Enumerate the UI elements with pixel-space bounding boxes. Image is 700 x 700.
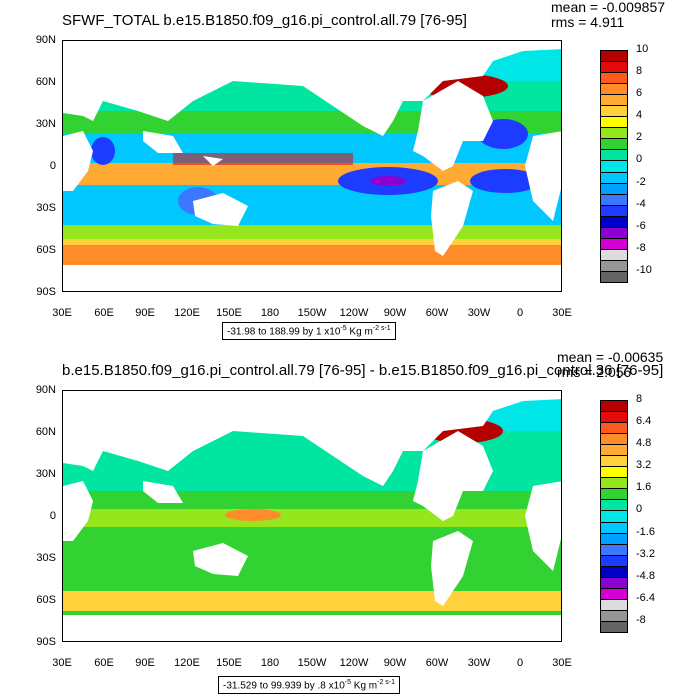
colorbar-label: -4.8 xyxy=(636,569,655,582)
colorbar-label: 1.6 xyxy=(636,481,652,494)
lon-label: 0 xyxy=(516,307,524,319)
panel-bottom: b.e15.B1850.f09_g16.pi_control.all.79 [7… xyxy=(0,350,700,700)
range-exp: -5 xyxy=(340,325,347,332)
lat-label: 0 xyxy=(49,160,56,172)
colorbar-label: -3.2 xyxy=(636,547,655,560)
mean-value: mean = -0.009857 xyxy=(551,0,666,15)
lat-label: 90S xyxy=(36,286,56,298)
lon-label: 150W xyxy=(297,307,327,319)
map-plot xyxy=(62,390,562,642)
colorbar-label: 6.4 xyxy=(636,415,652,428)
map-title: b.e15.B1850.f09_g16.pi_control.all.79 [7… xyxy=(62,362,664,379)
range-exp: -5 xyxy=(344,679,351,686)
colorbar-label: 8 xyxy=(636,393,643,405)
range-text: -31.98 to 188.99 by 1 x10 xyxy=(227,326,341,338)
panel-top: SFWF_TOTAL b.e15.B1850.f09_g16.pi_contro… xyxy=(35,0,680,341)
lon-label: 60W xyxy=(425,307,449,319)
colorbar-label: 6 xyxy=(636,87,643,100)
colorbar-swatch xyxy=(600,270,628,283)
lon-label: 60E xyxy=(94,657,114,669)
map-title: SFWF_TOTAL b.e15.B1850.f09_g16.pi_contro… xyxy=(62,12,467,29)
colorbar: 8 6.4 4.8 3.2 1.6 0 -1.6 -3.2 -4.8 -6.4 -8 xyxy=(600,393,680,633)
lon-label: 30W xyxy=(467,307,491,319)
lat-label: 0 xyxy=(49,510,56,522)
colorbar-label: 0 xyxy=(636,503,643,516)
colorbar-label: -4 xyxy=(636,197,646,210)
sfwf-map xyxy=(63,41,561,291)
colorbar: 10 8 6 4 2 0 -2 -4 -6 -8 -10 xyxy=(600,43,680,283)
lat-label: 30N xyxy=(35,468,56,480)
map-plot xyxy=(62,40,562,292)
lat-label: 60S xyxy=(36,594,56,606)
range-text: -31.529 to 99.939 by .8 x10 xyxy=(223,680,345,692)
lon-label: 120E xyxy=(174,657,200,669)
lon-label: 90E xyxy=(135,657,155,669)
lon-label: 180 xyxy=(260,657,280,669)
lon-label: 0 xyxy=(516,657,524,669)
colorbar-swatch xyxy=(600,620,628,633)
lat-label: 90S xyxy=(36,636,56,648)
lat-label: 60N xyxy=(35,76,56,88)
lon-label: 120W xyxy=(339,657,369,669)
lon-label: 120E xyxy=(174,307,200,319)
lon-label: 180 xyxy=(260,307,280,319)
lon-label: 30E xyxy=(52,307,72,319)
range-info: -31.529 to 99.939 by .8 x10-5 Kg m-2 s-1 xyxy=(218,676,401,695)
lat-label: 30S xyxy=(36,552,56,564)
lon-label: 30W xyxy=(467,657,491,669)
colorbar-label: -6.4 xyxy=(636,591,655,604)
colorbar-label: -2 xyxy=(636,175,646,188)
colorbar-label: -8 xyxy=(636,241,646,254)
colorbar-label: 2 xyxy=(636,131,643,144)
range-unit-exp: -2 s-1 xyxy=(372,325,391,332)
rms-value: rms = 4.911 xyxy=(551,14,625,30)
lon-label: 90W xyxy=(383,657,407,669)
colorbar-label: 4 xyxy=(636,109,643,122)
colorbar-label: -1.6 xyxy=(636,525,655,538)
lat-label: 90N xyxy=(35,384,56,396)
diff-map xyxy=(63,391,561,641)
lon-label: 150W xyxy=(297,657,327,669)
lon-label: 60E xyxy=(94,307,114,319)
lon-label: 30E xyxy=(52,657,72,669)
colorbar-label: 8 xyxy=(636,65,643,78)
mean-value: mean = -0.00635 xyxy=(557,349,664,365)
colorbar-label: 3.2 xyxy=(636,459,652,472)
lon-label: 30E xyxy=(552,307,572,319)
colorbar-label: 10 xyxy=(636,43,649,55)
lon-label: 90E xyxy=(135,307,155,319)
lat-label: 30S xyxy=(36,202,56,214)
range-unit: Kg m xyxy=(351,680,378,692)
colorbar-label: -10 xyxy=(636,263,652,276)
range-info: -31.98 to 188.99 by 1 x10-5 Kg m-2 s-1 xyxy=(222,322,396,341)
colorbar-label: 4.8 xyxy=(636,437,652,450)
range-unit-exp: -2 s-1 xyxy=(377,679,396,686)
lat-label: 60S xyxy=(36,244,56,256)
lat-label: 90N xyxy=(35,34,56,46)
lon-label: 60W xyxy=(425,657,449,669)
colorbar-label: 0 xyxy=(636,153,643,166)
lon-label: 120W xyxy=(339,307,369,319)
lon-label: 30E xyxy=(552,657,572,669)
lon-label: 90W xyxy=(383,307,407,319)
lat-label: 30N xyxy=(35,118,56,130)
lat-label: 60N xyxy=(35,426,56,438)
lon-label: 150E xyxy=(216,307,242,319)
colorbar-label: -6 xyxy=(636,219,646,232)
lon-label: 150E xyxy=(216,657,242,669)
range-unit: Kg m xyxy=(346,326,373,338)
colorbar-label: -8 xyxy=(636,613,646,626)
rms-value: rms = 2.056 xyxy=(557,364,632,380)
